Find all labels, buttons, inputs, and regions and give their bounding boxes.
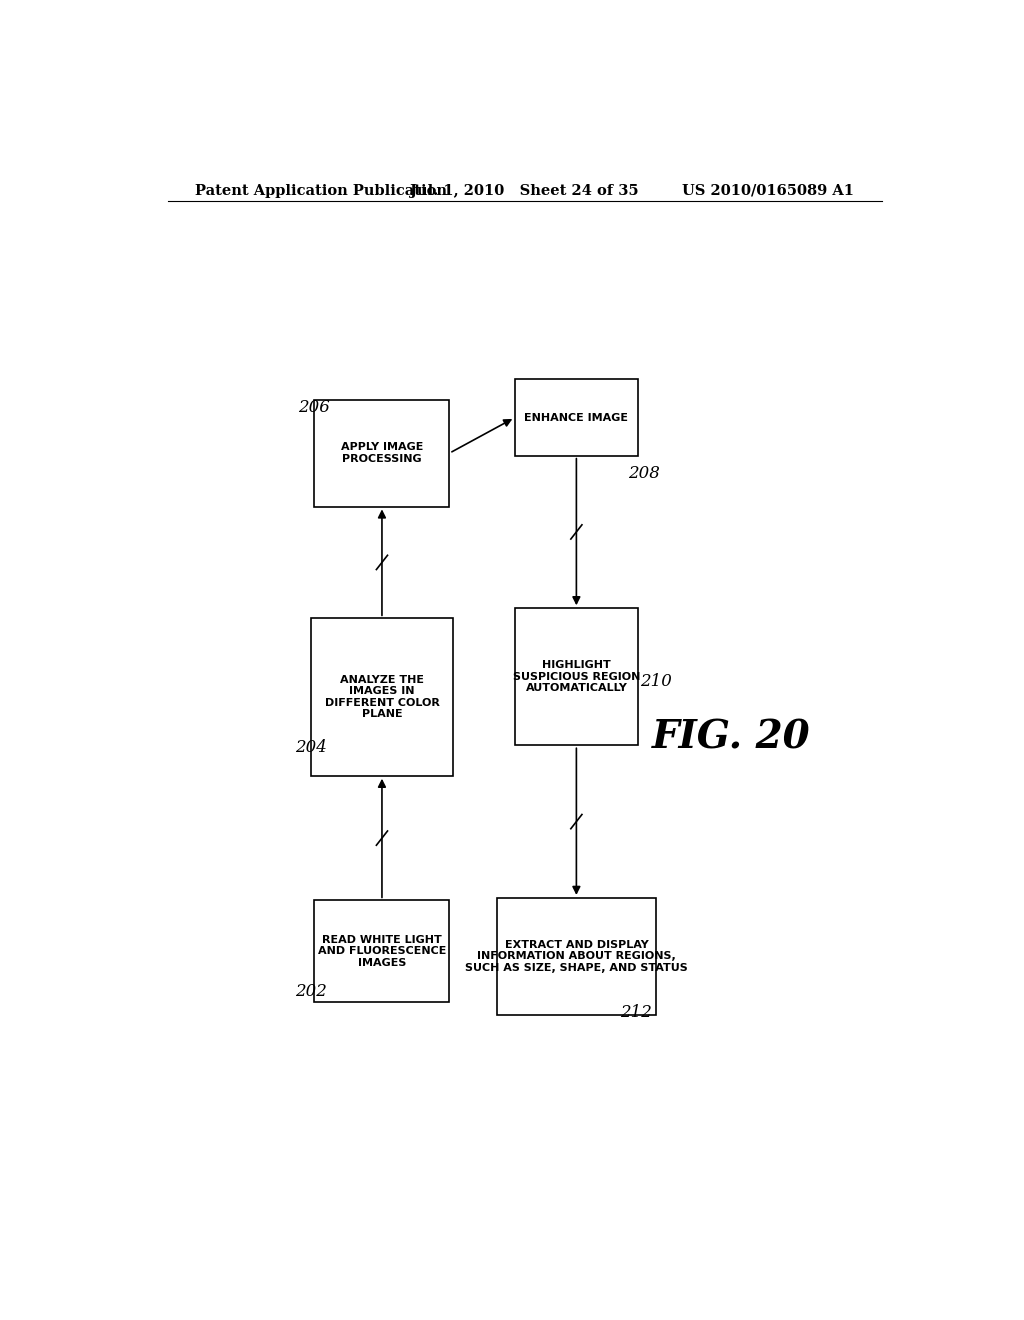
Text: ENHANCE IMAGE: ENHANCE IMAGE: [524, 413, 629, 422]
Bar: [314, 900, 450, 1002]
Text: 202: 202: [295, 983, 327, 1001]
Text: APPLY IMAGE
PROCESSING: APPLY IMAGE PROCESSING: [341, 442, 423, 463]
Text: 210: 210: [640, 673, 672, 690]
Text: Patent Application Publication: Patent Application Publication: [196, 183, 447, 198]
Bar: [515, 379, 638, 455]
Text: Jul. 1, 2010   Sheet 24 of 35: Jul. 1, 2010 Sheet 24 of 35: [411, 183, 639, 198]
Bar: [515, 609, 638, 746]
Bar: [497, 898, 655, 1015]
Text: ANALYZE THE
IMAGES IN
DIFFERENT COLOR
PLANE: ANALYZE THE IMAGES IN DIFFERENT COLOR PL…: [325, 675, 439, 719]
Text: EXTRACT AND DISPLAY
INFORMATION ABOUT REGIONS,
SUCH AS SIZE, SHAPE, AND STATUS: EXTRACT AND DISPLAY INFORMATION ABOUT RE…: [465, 940, 688, 973]
Bar: [314, 400, 450, 507]
Text: READ WHITE LIGHT
AND FLUORESCENCE
IMAGES: READ WHITE LIGHT AND FLUORESCENCE IMAGES: [317, 935, 446, 968]
Text: FIG. 20: FIG. 20: [652, 719, 810, 756]
Text: 212: 212: [620, 1003, 652, 1020]
Text: HIGHLIGHT
SUSPICIOUS REGION
AUTOMATICALLY: HIGHLIGHT SUSPICIOUS REGION AUTOMATICALL…: [513, 660, 640, 693]
Text: US 2010/0165089 A1: US 2010/0165089 A1: [682, 183, 854, 198]
Text: 208: 208: [628, 465, 659, 482]
Text: 204: 204: [295, 739, 327, 756]
Text: 206: 206: [299, 399, 331, 416]
Bar: [310, 618, 454, 776]
